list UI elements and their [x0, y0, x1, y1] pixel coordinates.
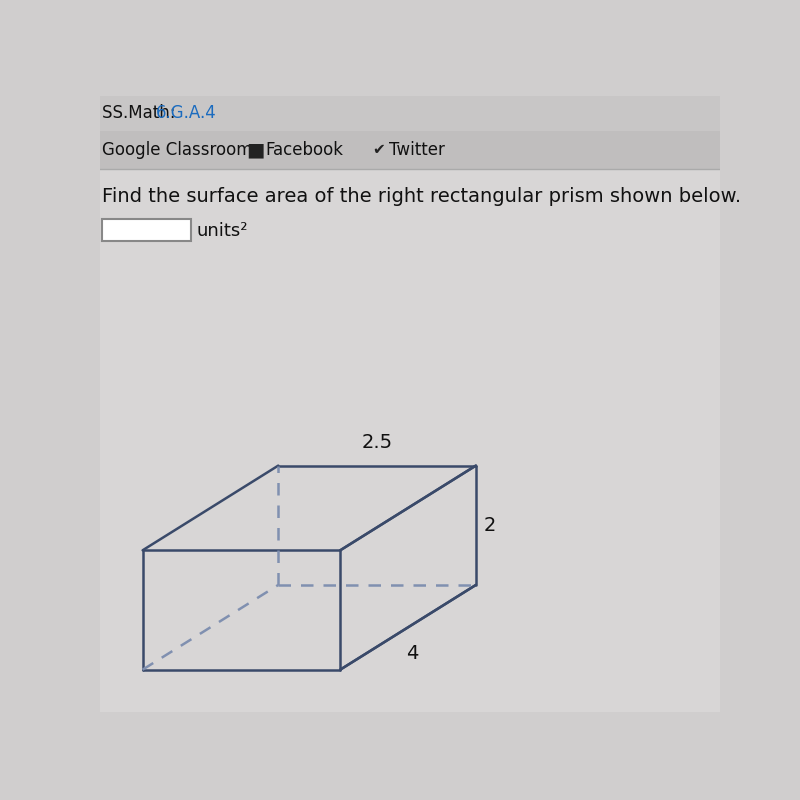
Bar [100, 96, 720, 130]
Text: Find the surface area of the right rectangular prism shown below.: Find the surface area of the right recta… [102, 187, 742, 206]
Text: Google Classroom: Google Classroom [102, 141, 253, 159]
Bar [100, 169, 720, 712]
Text: ✔: ✔ [373, 142, 386, 158]
FancyBboxPatch shape [102, 219, 191, 241]
Text: 2.5: 2.5 [362, 433, 393, 452]
Text: units²: units² [197, 222, 248, 240]
Text: Twitter: Twitter [389, 141, 445, 159]
Text: SS.Math:: SS.Math: [102, 104, 181, 122]
Text: 4: 4 [406, 644, 418, 663]
Bar [100, 130, 720, 169]
Text: ■: ■ [246, 141, 264, 159]
Text: 2: 2 [484, 516, 496, 534]
Text: 6.G.A.4: 6.G.A.4 [156, 104, 217, 122]
Text: Facebook: Facebook [265, 141, 343, 159]
